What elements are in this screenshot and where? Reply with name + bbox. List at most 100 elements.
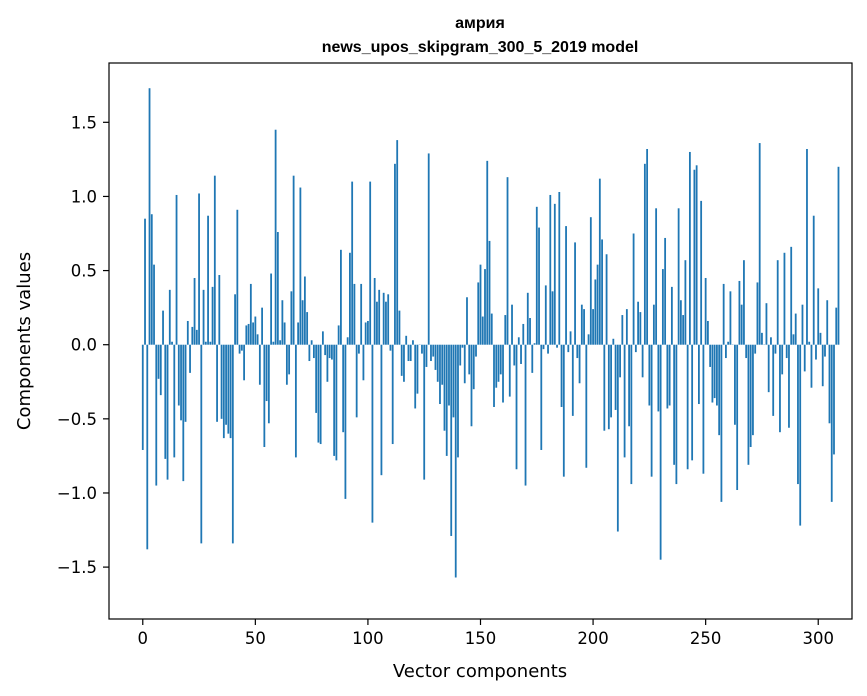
bar-241 <box>684 260 687 345</box>
bar-35 <box>220 344 223 419</box>
bar-272 <box>754 344 757 354</box>
bar-11 <box>166 344 169 480</box>
bar-267 <box>743 260 745 345</box>
bar-80 <box>321 331 324 345</box>
bar-7 <box>157 344 160 379</box>
bar-21 <box>189 344 191 373</box>
bar-304 <box>826 300 829 345</box>
bar-149 <box>477 282 480 345</box>
bar-197 <box>585 344 588 468</box>
bar-138 <box>452 344 455 418</box>
bar-193 <box>576 344 579 359</box>
bar-246 <box>695 165 698 345</box>
bar-284 <box>781 344 784 375</box>
bar-113 <box>396 140 399 345</box>
bar-179 <box>544 285 547 345</box>
x-tick-label: 300 <box>802 629 834 648</box>
bar-287 <box>788 344 790 428</box>
bar-198 <box>587 334 590 345</box>
bar-63 <box>283 322 286 345</box>
bar-33 <box>216 344 218 422</box>
bar-14 <box>173 344 176 458</box>
bar-141 <box>459 344 462 366</box>
bar-88 <box>340 249 342 345</box>
bar-188 <box>565 226 567 345</box>
bar-182 <box>551 291 554 345</box>
bar-69 <box>297 322 300 345</box>
bar-263 <box>734 344 736 425</box>
bar-68 <box>294 344 297 458</box>
bar-290 <box>794 313 797 345</box>
bar-273 <box>756 282 759 345</box>
bar-293 <box>801 304 804 345</box>
bar-142 <box>461 344 464 348</box>
bar-305 <box>828 344 831 424</box>
bar-131 <box>436 344 439 382</box>
bar-56 <box>267 344 270 424</box>
bar-161 <box>504 315 507 345</box>
bar-154 <box>488 240 491 345</box>
bar-48 <box>249 283 252 345</box>
bar-31 <box>211 286 214 345</box>
bar-281 <box>774 344 777 354</box>
bar-165 <box>513 344 516 366</box>
bar-94 <box>353 283 356 345</box>
bar-24 <box>195 329 198 345</box>
bar-240 <box>682 315 685 345</box>
bar-20 <box>186 320 189 345</box>
bar-295 <box>806 148 808 345</box>
bar-99 <box>364 322 367 345</box>
bar-66 <box>290 291 293 345</box>
bar-264 <box>736 344 739 491</box>
bar-187 <box>562 344 565 477</box>
x-tick-label: 0 <box>138 629 149 648</box>
bar-180 <box>547 344 549 354</box>
bar-185 <box>558 191 561 345</box>
bar-136 <box>448 344 450 406</box>
bar-152 <box>484 269 486 345</box>
bar-1 <box>144 218 146 345</box>
bar-254 <box>713 344 716 399</box>
bar-23 <box>193 277 196 345</box>
bar-299 <box>815 344 817 360</box>
bar-50 <box>254 316 257 345</box>
bar-309 <box>837 166 840 345</box>
bar-124 <box>421 344 423 354</box>
bar-173 <box>531 344 534 373</box>
bar-117 <box>405 335 408 345</box>
bar-203 <box>598 178 601 345</box>
bar-114 <box>398 310 401 345</box>
bar-277 <box>765 303 768 345</box>
bar-28 <box>204 341 207 345</box>
bar-6 <box>155 344 158 486</box>
bar-147 <box>472 344 475 390</box>
bar-306 <box>830 344 833 502</box>
bar-265 <box>738 280 741 345</box>
bar-167 <box>517 337 520 345</box>
bar-77 <box>315 344 318 413</box>
bar-163 <box>508 344 511 397</box>
bar-160 <box>502 344 504 403</box>
bar-4 <box>150 214 153 345</box>
bar-53 <box>261 307 263 345</box>
bar-97 <box>360 283 363 345</box>
y-tick-label: −1.0 <box>57 484 97 503</box>
bar-3 <box>148 88 151 345</box>
bar-109 <box>387 294 390 345</box>
bar-54 <box>263 344 266 448</box>
bar-275 <box>761 332 763 345</box>
bar-65 <box>288 344 291 375</box>
bar-228 <box>655 208 658 345</box>
bar-67 <box>292 175 295 345</box>
y-axis-ticks: −1.5 −1.0 −0.5 0.0 0.5 1.0 1.5 <box>57 113 109 577</box>
bar-116 <box>403 344 405 382</box>
bar-232 <box>664 237 667 345</box>
bar-176 <box>538 227 540 345</box>
bar-239 <box>679 300 682 345</box>
bar-130 <box>434 344 437 370</box>
bar-223 <box>643 163 646 345</box>
bar-258 <box>722 283 725 345</box>
bar-74 <box>308 344 311 362</box>
bar-155 <box>490 313 493 345</box>
bar-200 <box>592 309 594 345</box>
